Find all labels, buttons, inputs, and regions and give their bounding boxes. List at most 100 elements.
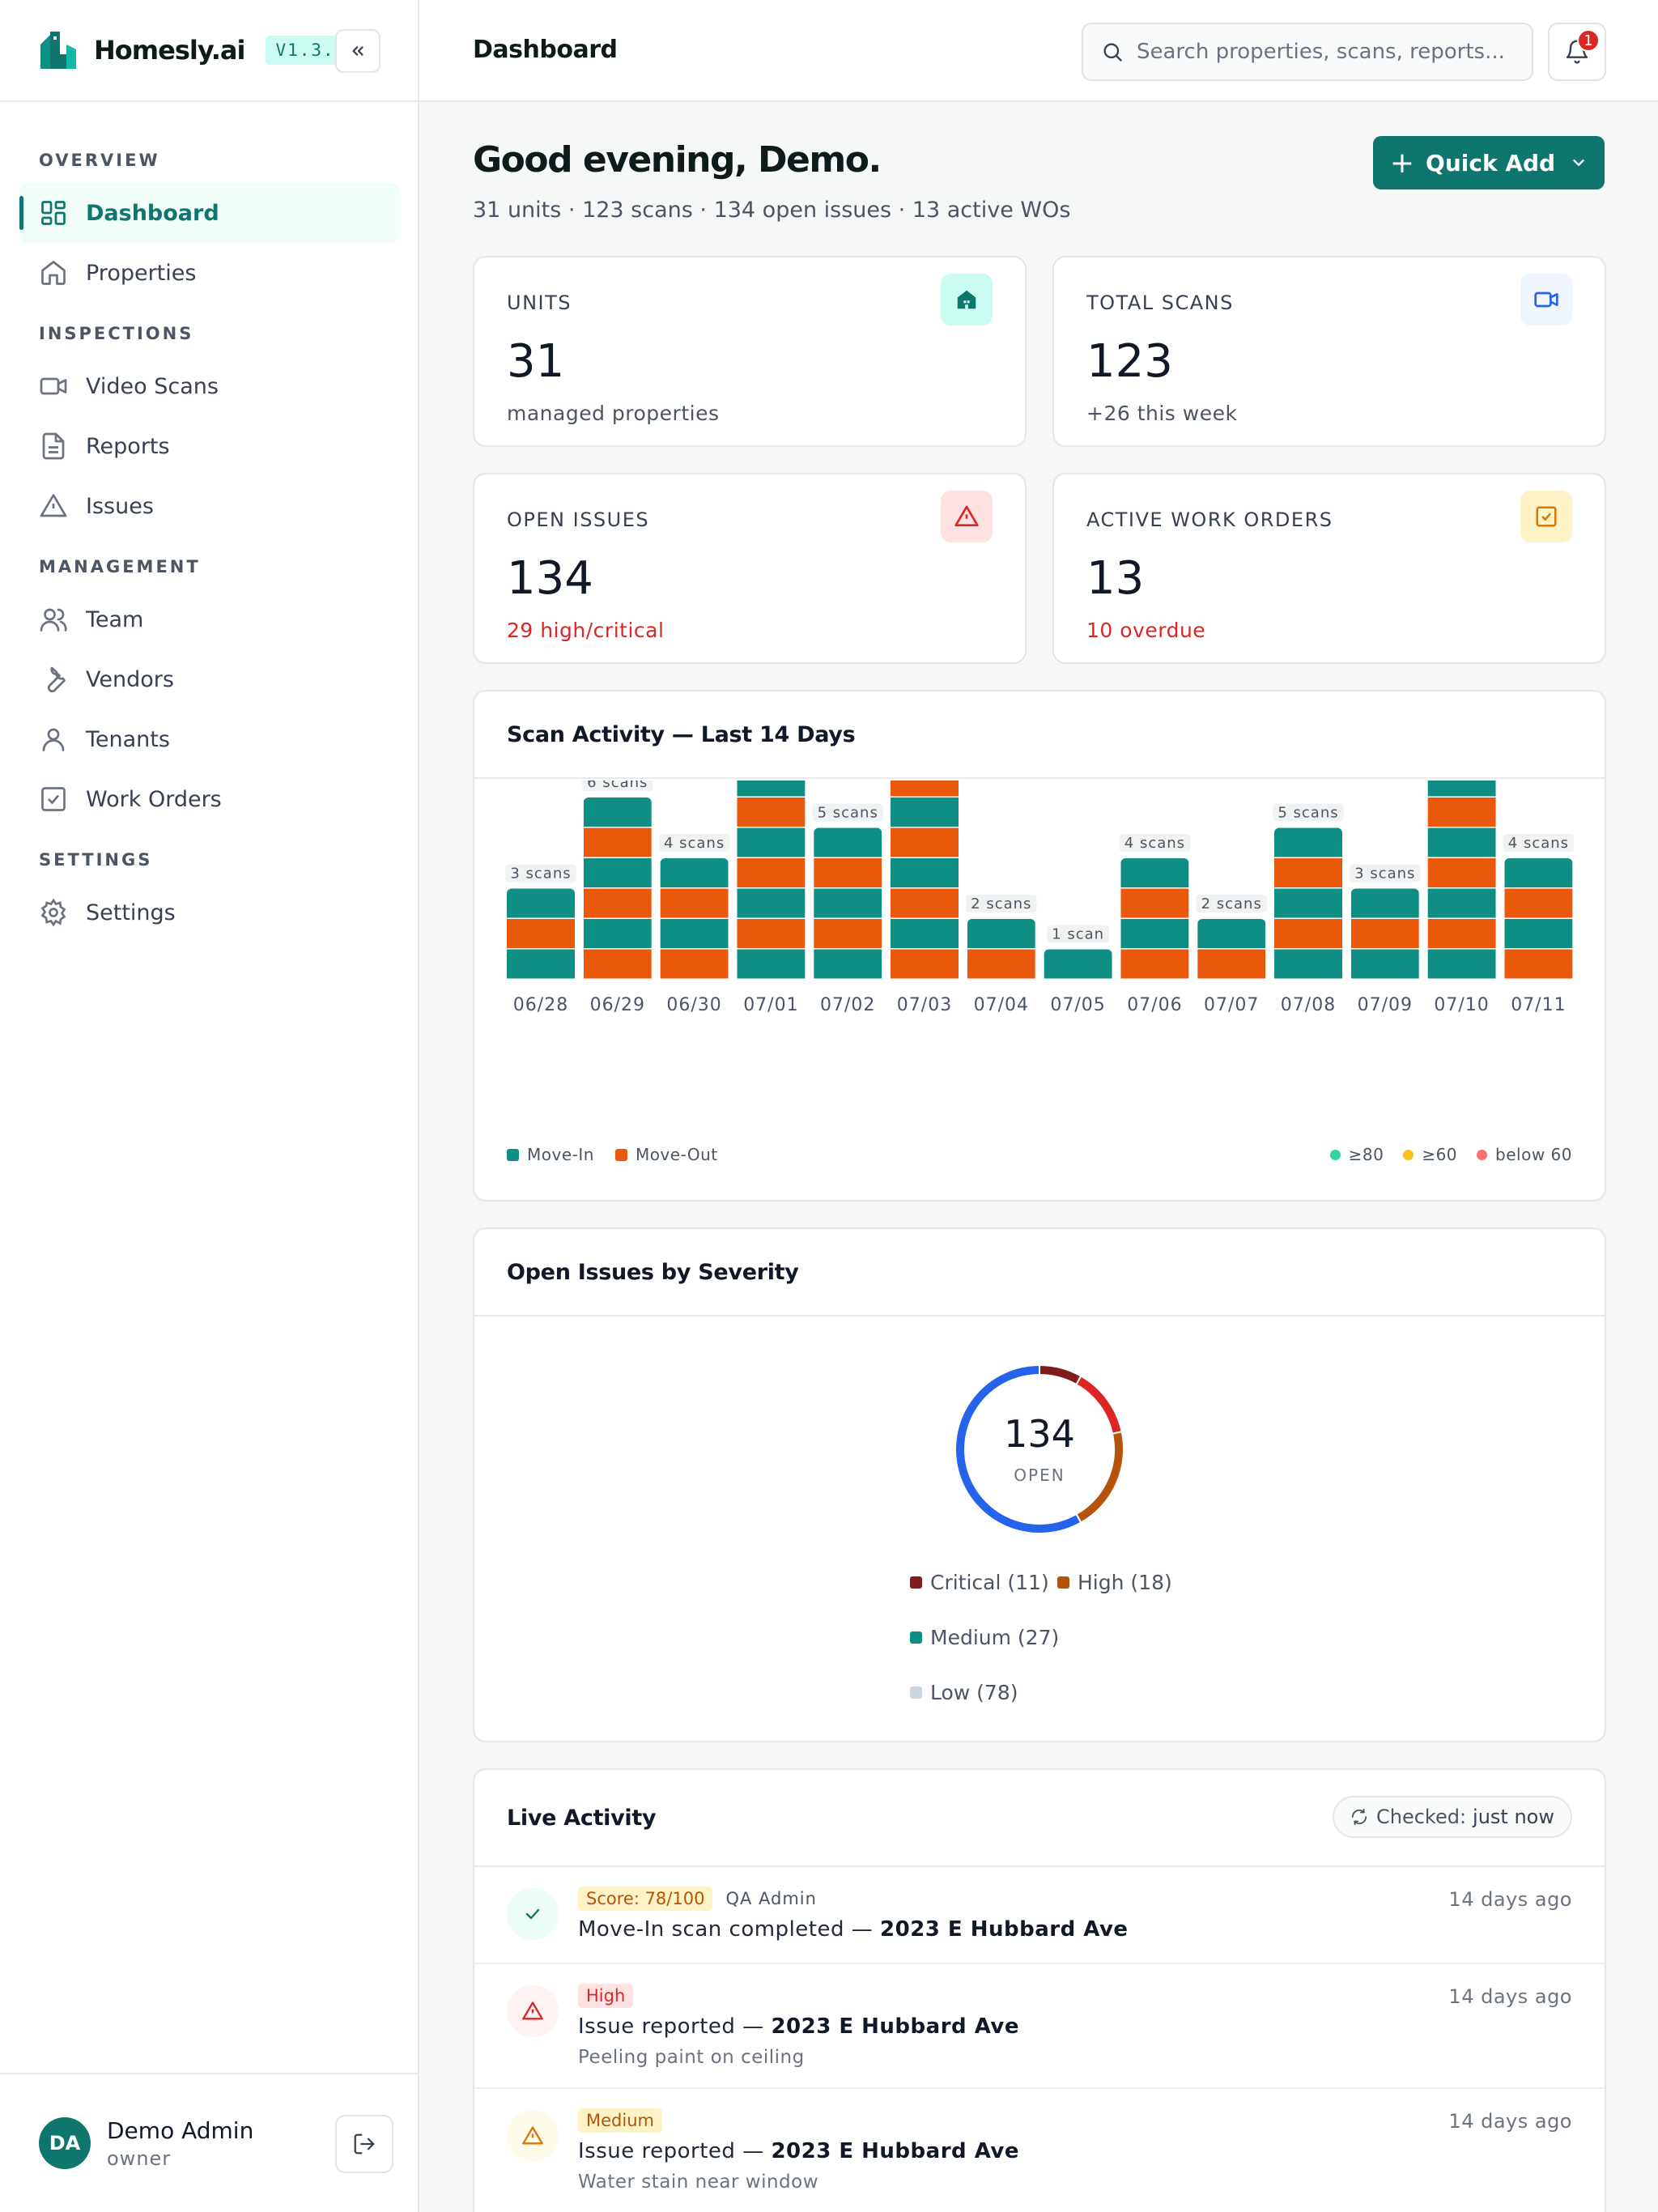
stat-value: 123 bbox=[1086, 335, 1173, 388]
sidebar-item-issues[interactable]: Issues bbox=[19, 476, 400, 536]
nav-section-settings: SETTINGS bbox=[39, 850, 153, 870]
collapse-sidebar-button[interactable] bbox=[335, 29, 380, 73]
data-label: 3 scans bbox=[510, 866, 571, 883]
activity-item[interactable]: Medium Issue reported — 2023 E Hubbard A… bbox=[474, 2089, 1605, 2212]
bar-07/08[interactable] bbox=[1274, 827, 1342, 979]
legend-swatch bbox=[910, 1631, 922, 1644]
sidebar-item-team[interactable]: Team bbox=[19, 589, 400, 649]
activity-title-text: Issue reported — bbox=[578, 2139, 772, 2163]
sidebar-item-video-scans[interactable]: Video Scans bbox=[19, 356, 400, 416]
legend-dot-high bbox=[1329, 1149, 1341, 1160]
warning-icon bbox=[507, 2110, 559, 2162]
quick-add-label: Quick Add bbox=[1426, 149, 1556, 177]
sidebar-item-label: Issues bbox=[86, 493, 154, 519]
sidebar-item-settings[interactable]: Settings bbox=[19, 883, 400, 942]
bar-segment bbox=[583, 858, 652, 887]
bar-06/30[interactable] bbox=[660, 858, 729, 979]
search-input[interactable] bbox=[1137, 40, 1517, 64]
bar-07/02[interactable] bbox=[814, 827, 882, 979]
notifications-button[interactable]: 1 bbox=[1548, 23, 1606, 81]
stat-label: OPEN ISSUES bbox=[507, 508, 650, 531]
bar-segment bbox=[1274, 919, 1342, 948]
activity-address: 2023 E Hubbard Ave bbox=[771, 2139, 1019, 2163]
bar-07/09[interactable] bbox=[1350, 888, 1419, 979]
sidebar-item-reports[interactable]: Reports bbox=[19, 416, 400, 476]
stat-subtext: 10 overdue bbox=[1086, 619, 1206, 642]
stat-subtext: 29 high/critical bbox=[507, 619, 665, 642]
bar-segment bbox=[1427, 919, 1496, 948]
bar-segment bbox=[1427, 888, 1496, 918]
page-title: Dashboard bbox=[473, 36, 618, 64]
bar-07/04[interactable] bbox=[967, 919, 1035, 979]
x-tick-label: 07/06 bbox=[1127, 995, 1182, 1015]
activity-title: Issue reported — 2023 E Hubbard Ave bbox=[578, 2014, 1019, 2039]
activity-item[interactable]: High Issue reported — 2023 E Hubbard Ave… bbox=[474, 1964, 1605, 2089]
sidebar-item-vendors[interactable]: Vendors bbox=[19, 649, 400, 709]
bar-segment bbox=[891, 919, 959, 948]
legend-swatch bbox=[910, 1576, 922, 1589]
bar-06/28[interactable] bbox=[507, 888, 575, 979]
sidebar-item-dashboard[interactable]: Dashboard bbox=[19, 183, 400, 243]
activity-author: QA Admin bbox=[725, 1889, 817, 1908]
sidebar-item-label: Reports bbox=[86, 433, 170, 459]
sidebar-item-work-orders[interactable]: Work Orders bbox=[19, 769, 400, 829]
activity-item[interactable]: Score: 78/100 QA Admin Move-In scan comp… bbox=[474, 1867, 1605, 1964]
stat-card-units[interactable]: UNITS 31 managed properties bbox=[473, 256, 1027, 447]
refresh-status-button[interactable]: Checked: just now bbox=[1332, 1796, 1572, 1838]
legend-swatch bbox=[1057, 1576, 1069, 1589]
activity-address: 2023 E Hubbard Ave bbox=[771, 2014, 1019, 2039]
severity-panel: Open Issues by Severity 134 OPEN Critica… bbox=[473, 1227, 1606, 1742]
quick-add-button[interactable]: + Quick Add bbox=[1373, 136, 1605, 189]
stat-subtext: +26 this week bbox=[1086, 402, 1238, 425]
bar-07/01[interactable] bbox=[737, 781, 806, 979]
stat-card-open-issues[interactable]: OPEN ISSUES 134 29 high/critical bbox=[473, 473, 1027, 664]
x-tick-label: 06/29 bbox=[590, 995, 645, 1015]
donut-slice-critical[interactable] bbox=[1039, 1363, 1082, 1386]
live-activity-panel: Live Activity Checked: just now Score: 7… bbox=[473, 1768, 1606, 2212]
stat-card-active-work-orders[interactable]: ACTIVE WORK ORDERS 13 10 overdue bbox=[1052, 473, 1606, 664]
bar-07/10[interactable] bbox=[1427, 781, 1496, 979]
legend-label: Medium (27) bbox=[930, 1626, 1060, 1649]
user-name: Demo Admin bbox=[107, 2116, 254, 2144]
bar-06/29[interactable] bbox=[583, 798, 652, 979]
video-icon bbox=[1520, 274, 1572, 325]
panel-title: Live Activity bbox=[507, 1806, 657, 1831]
data-label-bg bbox=[966, 895, 1037, 912]
bar-segment bbox=[1044, 949, 1112, 979]
bar-07/07[interactable] bbox=[1197, 919, 1266, 979]
sidebar-item-tenants[interactable]: Tenants bbox=[19, 709, 400, 769]
search-box[interactable] bbox=[1082, 23, 1533, 81]
bar-07/06[interactable] bbox=[1120, 858, 1189, 979]
logout-button[interactable] bbox=[335, 2115, 393, 2173]
data-label: 1 scan bbox=[1052, 926, 1104, 943]
bar-07/03[interactable] bbox=[891, 781, 959, 979]
donut-slice-low[interactable] bbox=[954, 1363, 1082, 1534]
sidebar-item-label: Team bbox=[86, 606, 144, 632]
sidebar-item-properties[interactable]: Properties bbox=[19, 243, 400, 303]
stat-card-total-scans[interactable]: TOTAL SCANS 123 +26 this week bbox=[1052, 256, 1606, 447]
bar-segment bbox=[1504, 949, 1573, 979]
bar-segment bbox=[1197, 949, 1266, 979]
checked-label: Checked: bbox=[1375, 1806, 1467, 1828]
severity-donut-chart bbox=[954, 1363, 1124, 1534]
warning-icon bbox=[507, 1985, 559, 2037]
bar-segment bbox=[583, 888, 652, 918]
legend-dot-low bbox=[1477, 1149, 1488, 1160]
data-label-bg bbox=[658, 834, 730, 852]
bar-segment bbox=[1504, 919, 1573, 948]
notification-badge: 1 bbox=[1577, 29, 1600, 52]
bar-segment bbox=[814, 888, 882, 918]
activity-title: Issue reported — 2023 E Hubbard Ave bbox=[578, 2139, 1019, 2163]
bar-07/11[interactable] bbox=[1504, 858, 1573, 979]
bar-segment bbox=[1274, 858, 1342, 887]
data-label-bg bbox=[1119, 834, 1191, 852]
x-tick-label: 07/03 bbox=[897, 995, 952, 1015]
bar-07/05[interactable] bbox=[1044, 949, 1112, 979]
legend-swatch-move-in bbox=[507, 1148, 519, 1161]
stat-label: UNITS bbox=[507, 291, 572, 314]
bar-segment bbox=[891, 858, 959, 887]
activity-time: 14 days ago bbox=[1448, 2110, 1572, 2133]
x-tick-label: 07/02 bbox=[820, 995, 875, 1015]
warning-icon bbox=[40, 494, 67, 517]
bar-segment bbox=[583, 798, 652, 827]
